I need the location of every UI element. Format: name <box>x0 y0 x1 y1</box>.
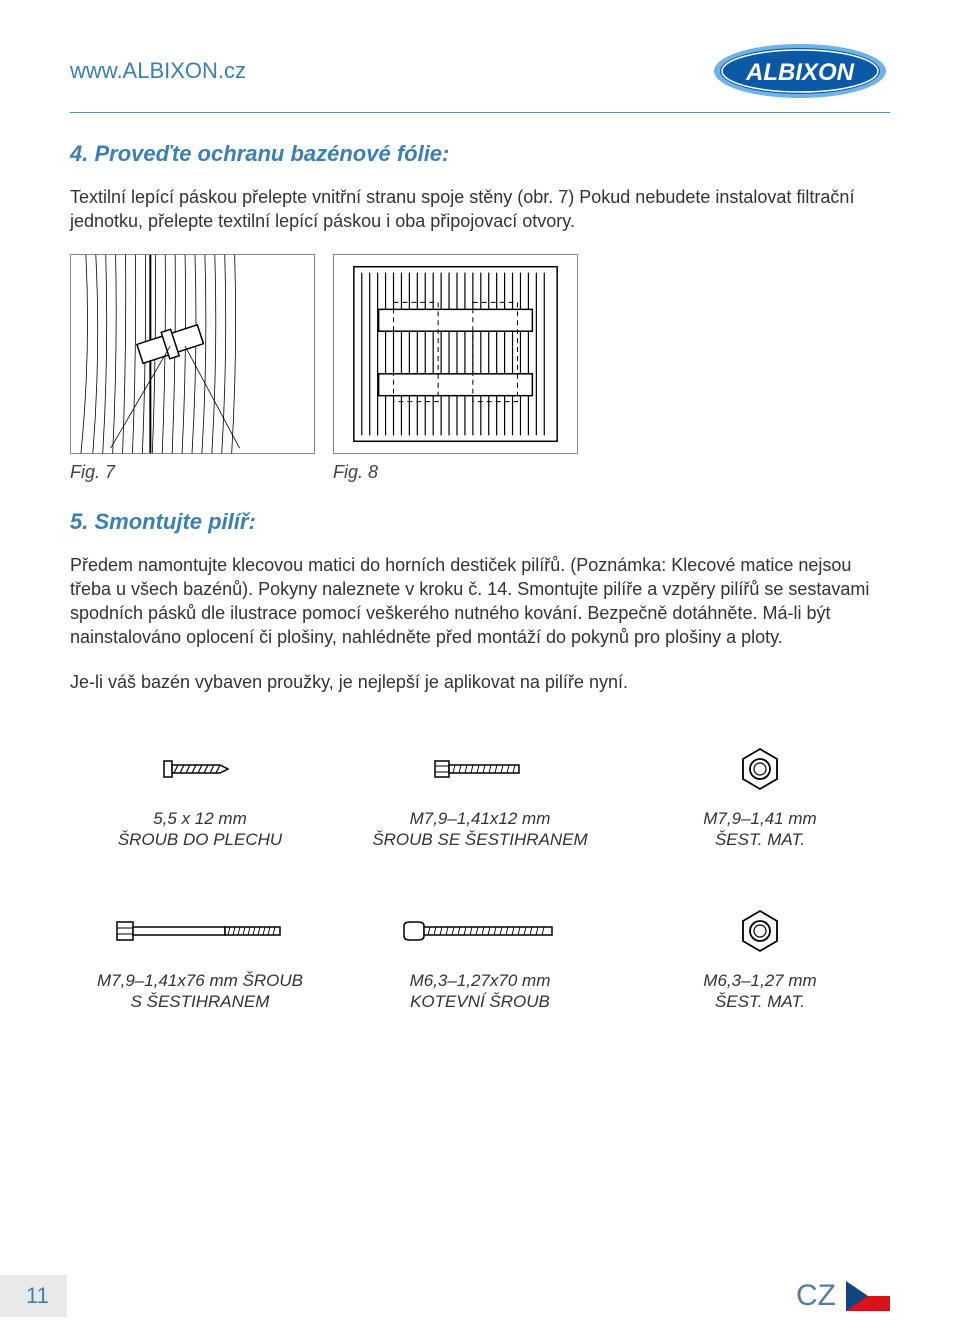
fig8-caption: Fig. 8 <box>333 462 578 483</box>
figure-8 <box>333 254 578 454</box>
hw-item-1: M7,9–1,41x12 mmŠROUB SE ŠESTIHRANEM <box>350 744 610 851</box>
flag-cz-icon <box>846 1281 890 1311</box>
hw-item-0: 5,5 x 12 mmŠROUB DO PLECHU <box>70 744 330 851</box>
language-indicator: CZ <box>796 1279 890 1313</box>
page-number: 11 <box>0 1275 67 1317</box>
page-header: www.ALBIXON.cz ALBIXON <box>70 40 890 112</box>
hex-bolt-short-icon <box>433 744 528 794</box>
hw-label-5: M6,3–1,27 mmŠEST. MAT. <box>703 970 816 1013</box>
hw-label-3: M7,9–1,41x76 mm ŠROUBS ŠESTIHRANEM <box>97 970 303 1013</box>
page-footer: 11 CZ <box>0 1275 960 1317</box>
hw-item-5: M6,3–1,27 mmŠEST. MAT. <box>630 906 890 1013</box>
hex-nut-icon <box>737 906 783 956</box>
hw-label-0: 5,5 x 12 mmŠROUB DO PLECHU <box>118 808 282 851</box>
hardware-grid: 5,5 x 12 mmŠROUB DO PLECHU <box>70 744 890 1012</box>
figure-captions: Fig. 7 Fig. 8 <box>70 462 890 483</box>
hw-label-2: M7,9–1,41 mmŠEST. MAT. <box>703 808 816 851</box>
site-url: www.ALBIXON.cz <box>70 58 246 84</box>
section-4-text: Textilní lepící páskou přelepte vnitřní … <box>70 185 890 234</box>
hw-item-2: M7,9–1,41 mmŠEST. MAT. <box>630 744 890 851</box>
figures-row <box>70 254 890 454</box>
hw-item-4: M6,3–1,27x70 mmKOTEVNÍ ŠROUB <box>350 906 610 1013</box>
section-5-title: 5. Smontujte pilíř: <box>70 509 890 535</box>
header-rule <box>70 112 890 113</box>
brand-logo: ALBIXON <box>710 40 890 102</box>
figure-7 <box>70 254 315 454</box>
hw-item-3: M7,9–1,41x76 mm ŠROUBS ŠESTIHRANEM <box>70 906 330 1013</box>
hex-bolt-long-icon <box>115 906 285 956</box>
hw-label-1: M7,9–1,41x12 mmŠROUB SE ŠESTIHRANEM <box>372 808 587 851</box>
screw-self-tapping-icon <box>160 744 240 794</box>
language-code: CZ <box>796 1279 836 1313</box>
fig7-caption: Fig. 7 <box>70 462 315 483</box>
section-5-text-2: Je-li váš bazén vybaven proužky, je nejl… <box>70 670 890 694</box>
hw-label-4: M6,3–1,27x70 mmKOTEVNÍ ŠROUB <box>410 970 551 1013</box>
section-4-title: 4. Proveďte ochranu bazénové fólie: <box>70 141 890 167</box>
logo-text: ALBIXON <box>745 59 855 86</box>
section-5-text-1: Předem namontujte klecovou matici do hor… <box>70 553 890 650</box>
carriage-bolt-icon <box>400 906 560 956</box>
hex-nut-icon <box>737 744 783 794</box>
